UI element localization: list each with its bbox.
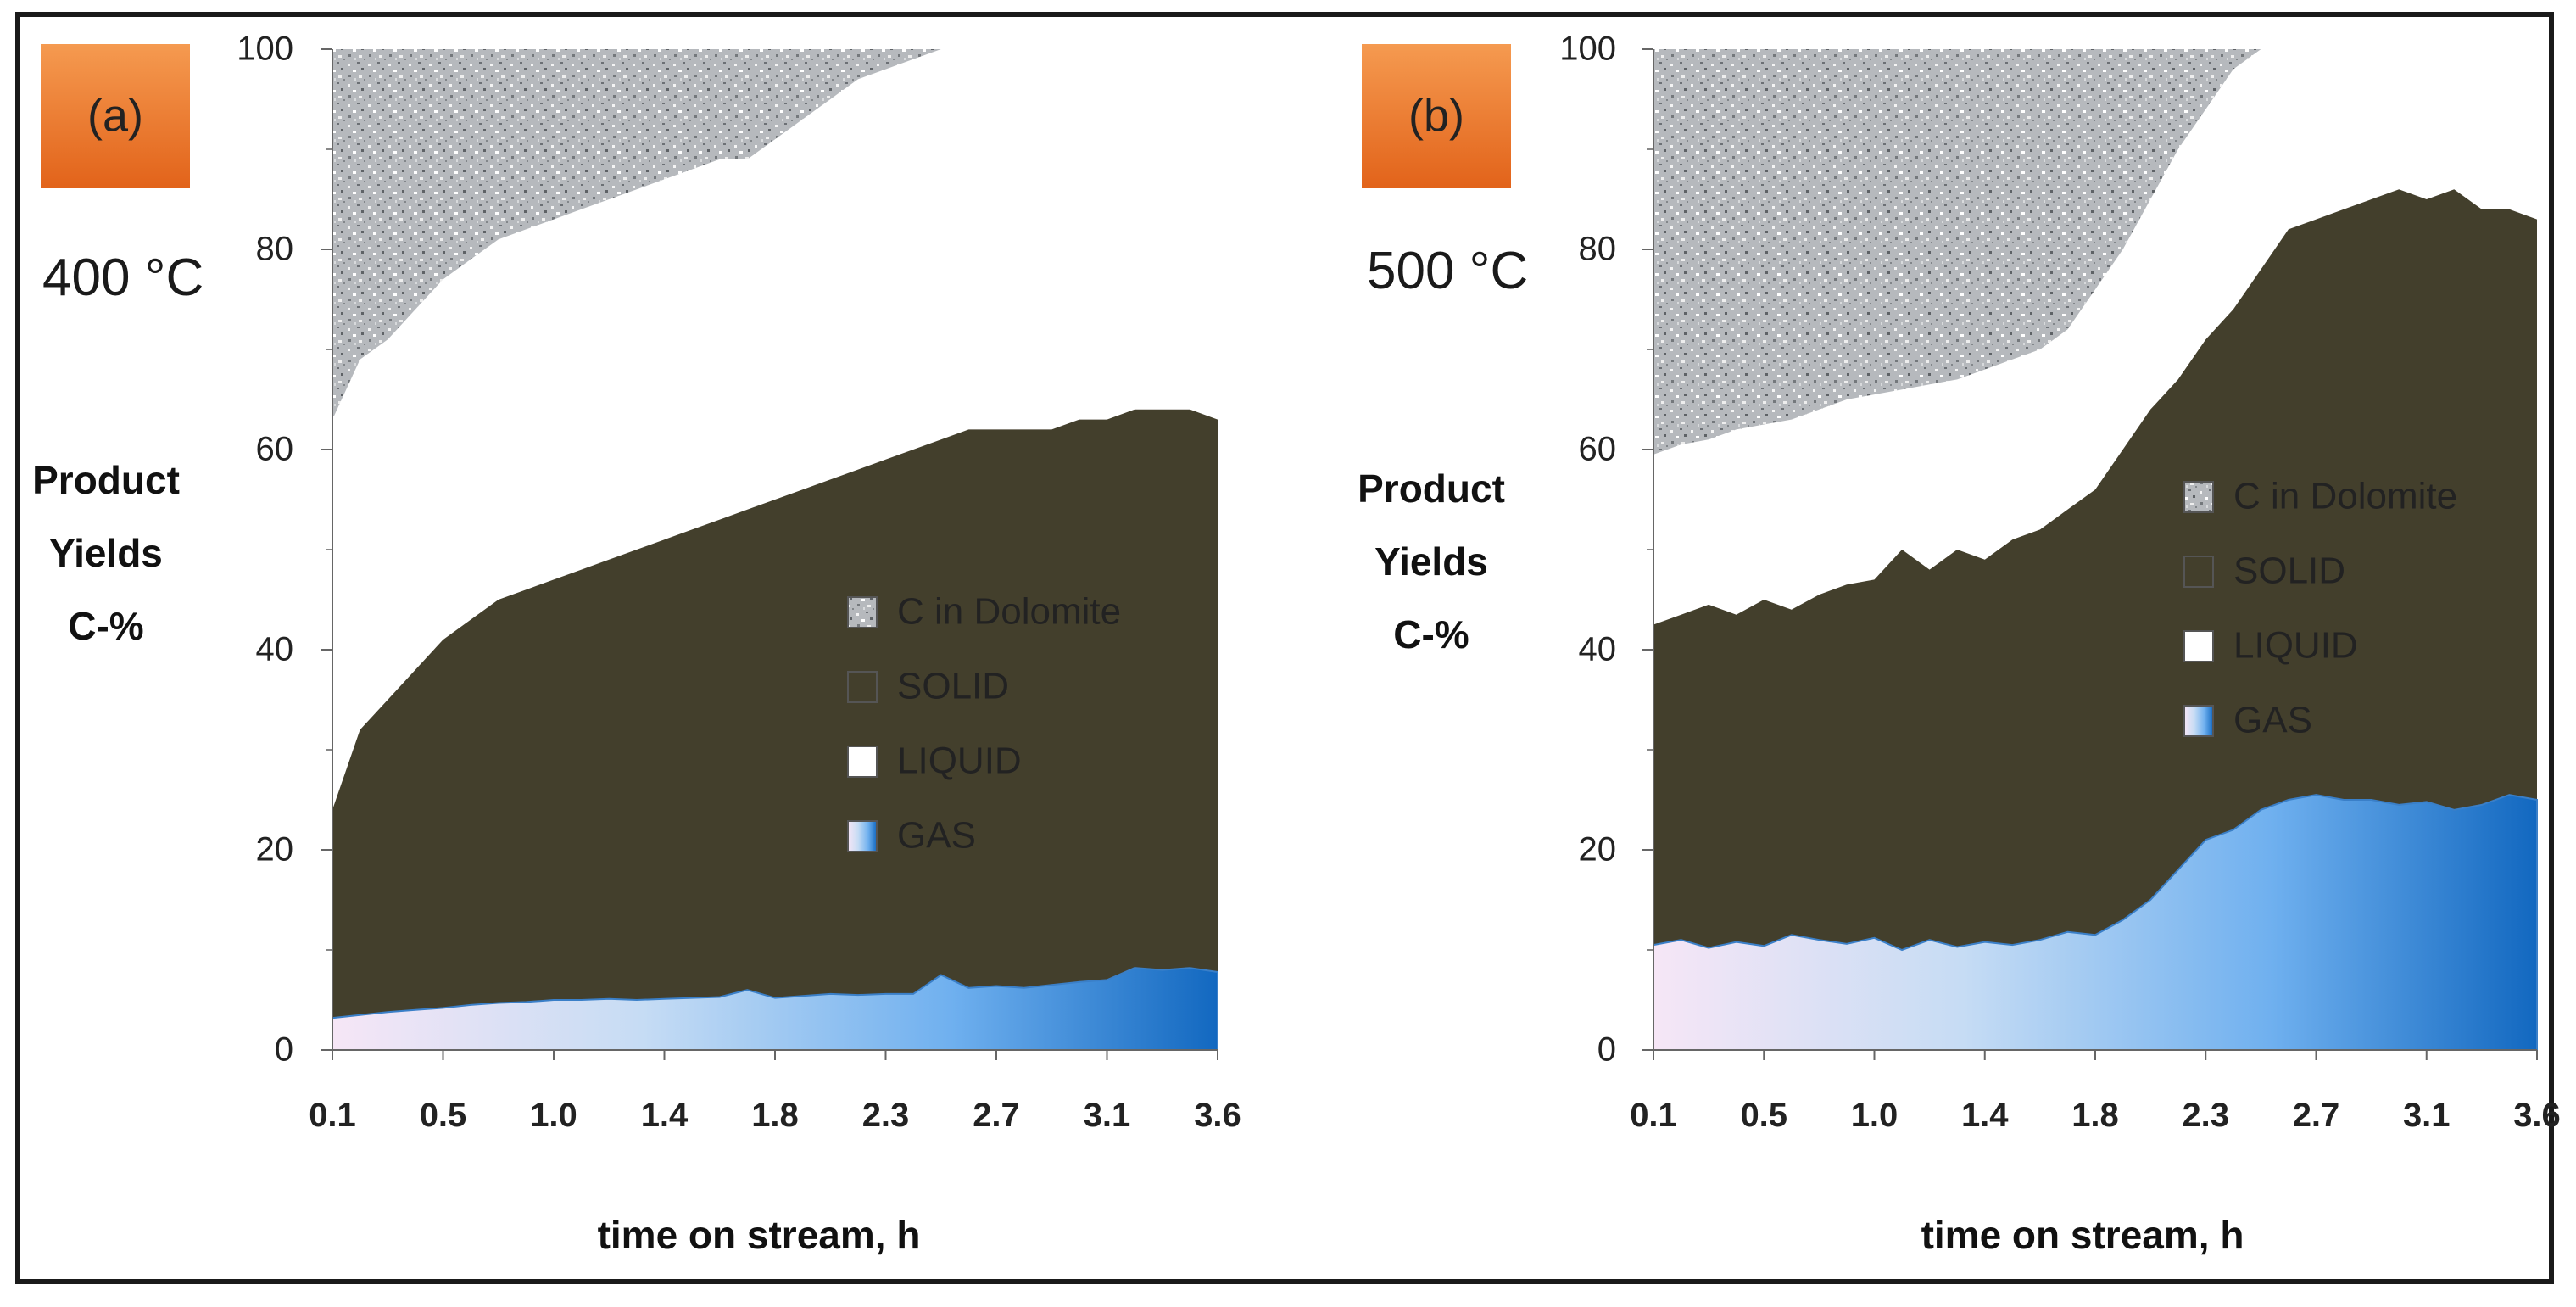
x-tick-label: 0.1 — [1630, 1097, 1677, 1134]
y-tick-label: 40 — [1579, 631, 1617, 668]
panel-a-x-axis: 0.1 0.5 1.0 1.4 1.8 2.3 2.7 3.1 3.6 — [309, 1049, 1241, 1134]
legend-label-gas: GAS — [2233, 700, 2312, 741]
legend-swatch-liquid — [2183, 630, 2214, 662]
panel-a-badge — [41, 44, 190, 188]
legend-swatch-gas — [847, 820, 878, 852]
x-tick-label: 1.8 — [2071, 1097, 2119, 1134]
x-tick-label: 1.0 — [530, 1097, 577, 1134]
panel-b-temperature: 500 °C — [1367, 242, 1528, 300]
panel-b-ylabel-line3: C-% — [1393, 612, 1469, 656]
legend-label-solid: SOLID — [897, 666, 1009, 707]
y-tick-label: 100 — [1559, 31, 1616, 68]
y-tick-label: 60 — [1579, 431, 1617, 468]
y-tick-label: 100 — [237, 31, 293, 68]
panel-a-ylabel-line1: Product — [32, 458, 180, 502]
legend-label-dolomite: C in Dolomite — [897, 591, 1121, 633]
x-tick-label: 1.0 — [1851, 1097, 1899, 1134]
panel-a-temperature: 400 °C — [42, 249, 204, 307]
series-area-gas — [332, 967, 1218, 1051]
y-tick-label: 0 — [275, 1031, 293, 1069]
legend-swatch-solid — [2183, 556, 2214, 588]
x-tick-label: 1.8 — [751, 1097, 799, 1134]
legend-label-liquid: LIQUID — [2233, 625, 2358, 667]
x-tick-label: 3.1 — [1084, 1097, 1131, 1134]
x-tick-label: 1.4 — [1961, 1097, 2009, 1134]
legend-label-dolomite: C in Dolomite — [2233, 476, 2457, 517]
panel-b-ylabel-line1: Product — [1358, 466, 1505, 511]
panel-a-legend: C in Dolomite SOLID LIQUID GAS — [847, 591, 1121, 857]
panel-b-badge — [1362, 44, 1511, 188]
panel-a-ylabel-line2: Yields — [49, 531, 163, 575]
x-tick-label: 0.5 — [1740, 1097, 1787, 1134]
series-area-gas — [1653, 794, 2538, 1051]
panel-a-ylabel-line3: C-% — [68, 604, 143, 648]
legend-swatch-dolomite — [2183, 481, 2214, 513]
y-tick-label: 40 — [256, 631, 294, 668]
x-tick-label: 2.3 — [862, 1097, 910, 1134]
x-tick-label: 0.5 — [420, 1097, 467, 1134]
y-tick-label: 20 — [1579, 831, 1617, 869]
panel-a-xlabel: time on stream, h — [598, 1213, 921, 1257]
panel-b-label: (b) — [1408, 90, 1464, 141]
panel-b-plot-area — [1653, 49, 2538, 1051]
legend-swatch-gas — [2183, 705, 2214, 737]
legend-swatch-dolomite — [847, 596, 878, 628]
legend-swatch-liquid — [847, 746, 878, 778]
panel-a-y-axis: 0 20 40 60 80 100 — [237, 31, 333, 1069]
x-tick-label: 3.6 — [2513, 1097, 2561, 1134]
panel-a-plot-area — [332, 49, 1218, 1051]
panel-b-chart: (b) 500 °C Product Yields C-% time on st… — [1358, 31, 2561, 1257]
panel-a-label: (a) — [87, 90, 143, 141]
x-tick-label: 3.6 — [1194, 1097, 1241, 1134]
y-tick-label: 80 — [1579, 231, 1617, 268]
panel-b-y-axis: 0 20 40 60 80 100 — [1559, 31, 1654, 1069]
legend-swatch-solid — [847, 671, 878, 703]
x-tick-label: 1.4 — [641, 1097, 689, 1134]
y-tick-label: 20 — [256, 831, 294, 869]
legend-label-gas: GAS — [897, 815, 976, 857]
x-tick-label: 2.7 — [2293, 1097, 2340, 1134]
legend-label-solid: SOLID — [2233, 550, 2345, 592]
panel-b-ylabel-line2: Yields — [1374, 539, 1488, 584]
panel-b-legend: C in Dolomite SOLID LIQUID GAS — [2183, 476, 2457, 741]
legend-label-liquid: LIQUID — [897, 740, 1022, 782]
series-area-solid — [332, 409, 1218, 1050]
panel-a-chart: (a) 400 °C Product Yields C-% time on st… — [32, 31, 1241, 1257]
y-tick-label: 60 — [256, 431, 294, 468]
panel-b-xlabel: time on stream, h — [1921, 1213, 2244, 1257]
x-tick-label: 3.1 — [2403, 1097, 2451, 1134]
y-tick-label: 0 — [1597, 1031, 1616, 1069]
x-tick-label: 2.7 — [973, 1097, 1020, 1134]
y-tick-label: 80 — [256, 231, 294, 268]
panel-b-x-axis: 0.1 0.5 1.0 1.4 1.8 2.3 2.7 3.1 3.6 — [1630, 1049, 2561, 1134]
x-tick-label: 0.1 — [309, 1097, 356, 1134]
x-tick-label: 2.3 — [2182, 1097, 2229, 1134]
